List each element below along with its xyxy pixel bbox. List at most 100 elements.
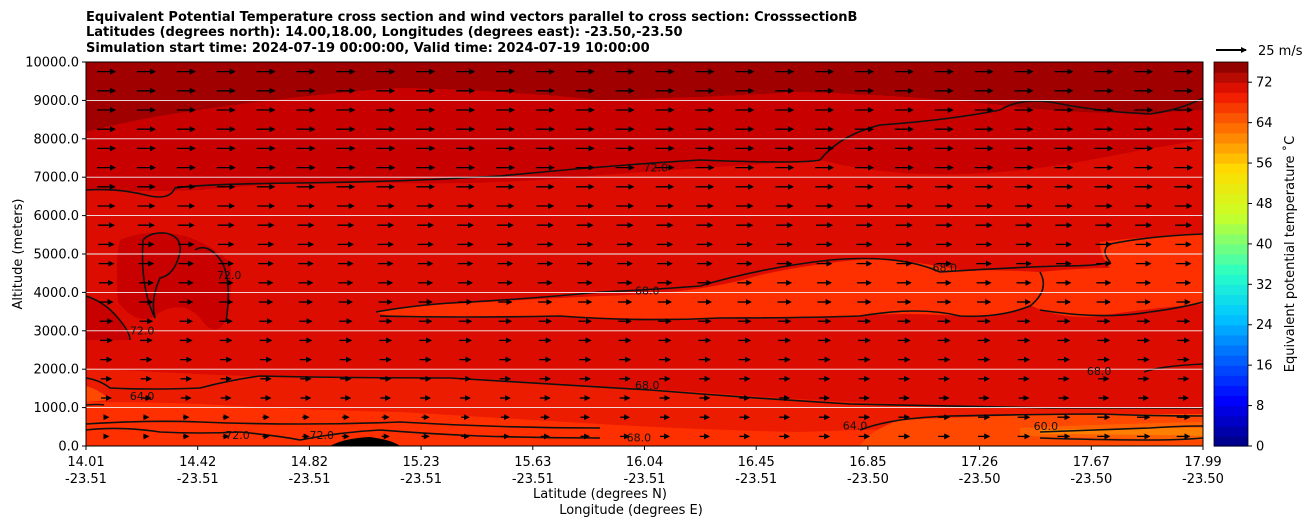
colorbar-segment <box>1214 223 1248 235</box>
colorbar-label: Equivalent potential temperature ˚C <box>1282 136 1298 372</box>
contour-68-mid <box>375 233 1203 313</box>
band-right-orange <box>1030 234 1203 317</box>
colorbar: 0 8 16 24 32 40 48 56 64 72 <box>1213 61 1273 455</box>
contour-labels: 72.0 72.0 72.0 68.0 68.0 68.0 68.0 68.0 64.0 64.0… <box>130 161 1112 444</box>
contour-label: 68.0 <box>1087 365 1112 378</box>
y-tick-label: 7000.0 <box>34 171 80 186</box>
theta-e-field <box>86 62 1203 446</box>
x-tick-label-lat: 15.23 <box>402 455 439 470</box>
contour-60-bottom <box>1039 425 1203 433</box>
contour-label: 72.0 <box>309 429 334 442</box>
chart-title-line-3: Simulation start time: 2024-07-19 00:00:… <box>86 41 650 56</box>
y-tick-label: 6000.0 <box>34 209 80 224</box>
colorbar-segment <box>1214 173 1248 184</box>
x-tick-label-lat: 14.82 <box>291 455 328 470</box>
x-tick-label-lat: 16.04 <box>626 455 663 470</box>
colorbar-tick-label: 24 <box>1256 318 1273 333</box>
contour-70-bottom <box>86 420 601 429</box>
colorbar-segment <box>1214 213 1248 225</box>
contour-72-lobe <box>141 232 182 319</box>
x-tick-label-lon: -23.51 <box>512 472 554 487</box>
y-tick-label: 9000.0 <box>34 94 80 109</box>
colorbar-segment <box>1214 365 1248 376</box>
y-tick-label: 10000.0 <box>25 56 79 71</box>
gridlines <box>86 99 1203 409</box>
contour-label: 68.0 <box>635 379 660 392</box>
x-tick-label-lat: 15.63 <box>514 455 551 470</box>
colorbar-tick-label: 48 <box>1256 197 1273 212</box>
contour-72-bottom <box>86 427 601 441</box>
band-upper <box>86 88 1203 191</box>
colorbar-tick-label: 0 <box>1256 440 1264 455</box>
colorbar-tick-label: 40 <box>1256 237 1273 252</box>
x-tick-label-lon: -23.50 <box>847 472 889 487</box>
colorbar-segment <box>1214 425 1248 437</box>
x-tick-label-lon: -23.50 <box>1182 472 1224 487</box>
colorbar-segment <box>1214 193 1248 205</box>
colorbar-segment <box>1214 405 1248 417</box>
colorbar-segment <box>1214 274 1248 285</box>
colorbar-segment <box>1214 203 1248 215</box>
y-tick-label: 5000.0 <box>34 248 80 263</box>
x-tick-label-lon: -23.51 <box>400 472 442 487</box>
contour-label: 64.0 <box>843 419 868 432</box>
y-tick-label: 3000.0 <box>34 324 80 339</box>
x-tick-label-lon: -23.51 <box>177 472 219 487</box>
colorbar-segment <box>1214 304 1248 316</box>
colorbar-segment <box>1214 62 1248 73</box>
contour-68-low-right <box>1143 363 1203 373</box>
colorbar-segment <box>1214 152 1248 164</box>
colorbar-segment <box>1214 395 1248 407</box>
colorbar-tick-label: 64 <box>1256 116 1273 131</box>
wind-key: 25 m/s <box>1216 44 1303 59</box>
wind-vectors <box>96 68 1194 440</box>
contour-label: 68.0 <box>635 284 660 297</box>
colorbar-segment <box>1214 294 1248 306</box>
colorbar-segment <box>1214 375 1248 386</box>
colorbar-segment <box>1214 344 1248 356</box>
band-mid-dark-lobe <box>116 232 232 330</box>
colorbar-segment <box>1214 254 1248 265</box>
colorbar-segment <box>1214 82 1248 93</box>
y-tick-label: 8000.0 <box>34 132 80 147</box>
contour-label: 60.0 <box>1034 420 1059 433</box>
x-tick-label-lon: -23.50 <box>959 472 1001 487</box>
colorbar-segment <box>1214 163 1248 174</box>
x-tick-label-lat: 17.67 <box>1073 455 1110 470</box>
colorbar-segment <box>1214 355 1248 366</box>
colorbar-segment <box>1214 324 1248 336</box>
colorbar-tick-label: 72 <box>1256 76 1273 91</box>
colorbar-segment <box>1214 264 1248 275</box>
y-axis-label: Altitude (meters) <box>11 199 26 310</box>
contour-label: 64.0 <box>130 390 155 403</box>
contour-label: 68.0 <box>933 261 958 274</box>
colorbar-segment <box>1214 334 1248 346</box>
x-tick-label-lat: 14.01 <box>67 455 104 470</box>
colorbar-tick-label: 8 <box>1256 399 1264 414</box>
colorbar-segment <box>1214 314 1248 326</box>
colorbar-segment <box>1214 72 1248 83</box>
band-mid-orange <box>376 258 1044 319</box>
x-axis: 14.01 -23.51 14.42 -23.51 14.82 -23.51 15.23 -2… <box>65 446 1224 487</box>
colorbar-segment <box>1214 142 1248 154</box>
colorbar-segment <box>1214 415 1248 427</box>
colorbar-tick-label: 16 <box>1256 359 1273 374</box>
contour-label: 72.0 <box>217 269 242 282</box>
colorbar-segment <box>1214 92 1248 104</box>
colorbar-segment <box>1214 102 1248 114</box>
y-tick-label: 1000.0 <box>34 401 80 416</box>
contour-68-inner <box>379 271 1045 321</box>
chart-title-line-1: Equivalent Potential Temperature cross s… <box>86 10 857 25</box>
contour-72-left <box>86 295 131 341</box>
contour-64-left <box>86 403 105 406</box>
wind-key-label: 25 m/s <box>1258 44 1303 59</box>
band-upper-dark <box>86 62 1203 132</box>
y-axis: 0.0 1000.0 2000.0 3000.0 4000.0 5000.0 6000.0 7… <box>25 56 86 455</box>
colorbar-segment <box>1214 112 1248 124</box>
x-tick-label-lat: 17.99 <box>1184 455 1221 470</box>
x-tick-label-lon: -23.51 <box>624 472 666 487</box>
colorbar-tick-label: 32 <box>1256 278 1273 293</box>
x-tick-label-lat: 14.42 <box>179 455 216 470</box>
x-tick-label-lon: -23.51 <box>735 472 777 487</box>
